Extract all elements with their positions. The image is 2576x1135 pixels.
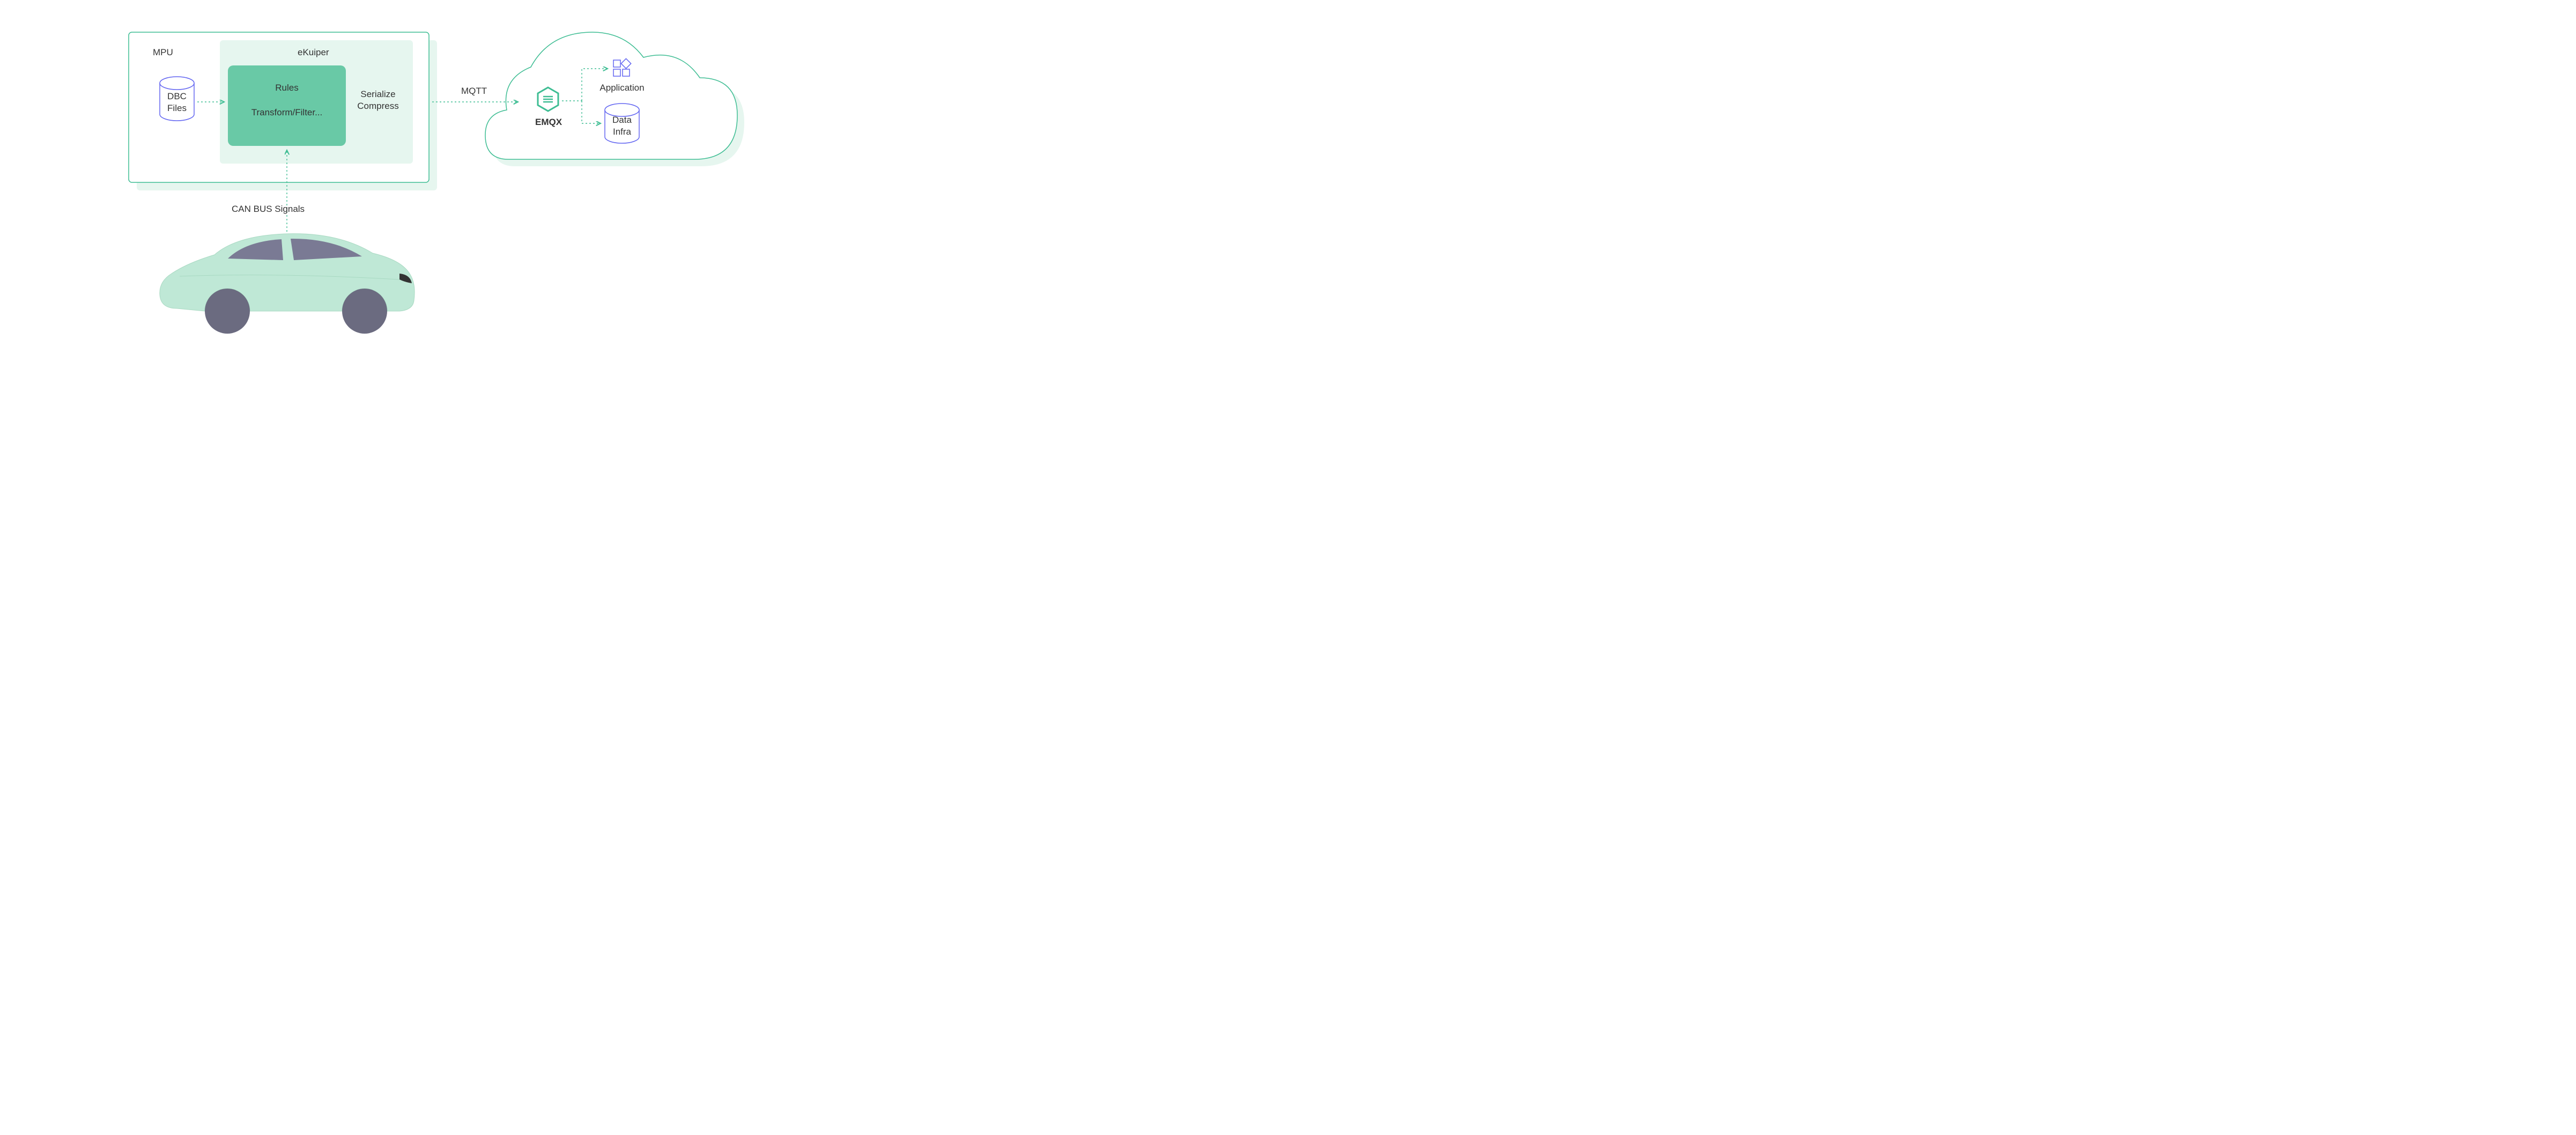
emqx-label: EMQX (535, 117, 562, 128)
dbc-label-bottom: Files (160, 102, 194, 115)
diagram-canvas: MPU eKuiper Rules Transform/Filter... DB… (0, 0, 817, 359)
diagram-svg (0, 0, 817, 359)
car-icon (160, 234, 414, 334)
canbus-label: CAN BUS Signals (232, 204, 305, 215)
rules-box (228, 65, 346, 146)
mqtt-label: MQTT (461, 86, 487, 97)
ekuiper-label: eKuiper (298, 47, 329, 58)
serialize-label-top: Serialize (349, 88, 408, 101)
dbc-label-top: DBC (160, 90, 194, 103)
serialize-label-bottom: Compress (349, 100, 408, 113)
data-infra-label-bottom: Infra (605, 126, 639, 138)
application-label: Application (598, 82, 646, 94)
mpu-label: MPU (153, 47, 173, 58)
rules-label-bottom: Transform/Filter... (228, 106, 346, 119)
rules-label-top: Rules (228, 82, 346, 94)
data-infra-label-top: Data (605, 114, 639, 127)
